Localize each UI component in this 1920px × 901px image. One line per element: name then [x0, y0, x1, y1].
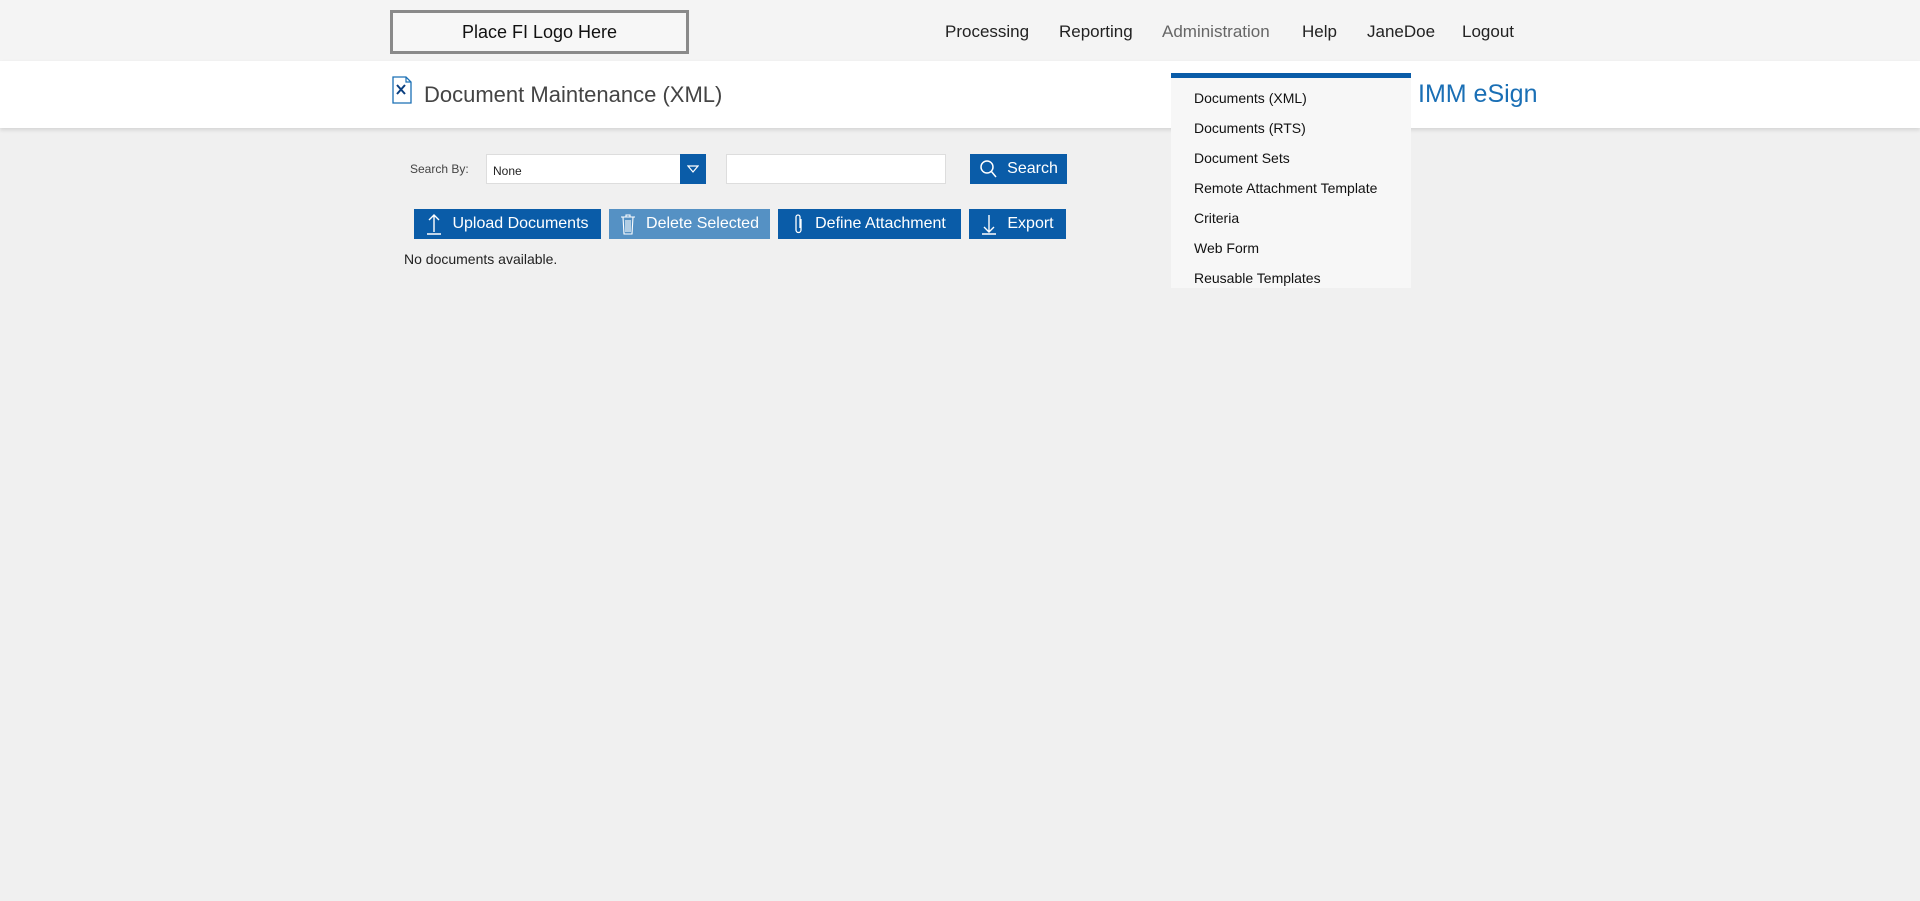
menu-item-documents-xml[interactable]: Documents (XML)	[1194, 90, 1307, 106]
delete-selected-label: Delete Selected	[646, 215, 759, 232]
search-by-select[interactable]: None	[486, 154, 706, 184]
menu-item-remote-attachment-template[interactable]: Remote Attachment Template	[1194, 180, 1378, 196]
upload-documents-label: Upload Documents	[452, 215, 589, 232]
administration-menu: Documents (XML) Documents (RTS) Document…	[1171, 73, 1411, 288]
delete-selected-button[interactable]: Delete Selected	[609, 209, 770, 239]
define-attachment-label: Define Attachment	[815, 215, 946, 232]
paperclip-icon	[795, 214, 802, 234]
document-tools-icon	[392, 76, 412, 104]
top-bar: Place FI Logo Here	[0, 0, 1920, 61]
trash-icon	[621, 214, 636, 235]
empty-state-message: No documents available.	[404, 251, 558, 267]
menu-item-documents-rts[interactable]: Documents (RTS)	[1194, 120, 1306, 136]
define-attachment-button[interactable]: Define Attachment	[778, 209, 961, 239]
nav-processing[interactable]: Processing	[945, 22, 1030, 41]
export-label: Export	[1007, 215, 1054, 232]
upload-documents-button[interactable]: Upload Documents	[414, 209, 601, 239]
search-input[interactable]	[726, 154, 946, 184]
nav-administration[interactable]: Administration	[1162, 22, 1270, 41]
logo-placeholder: Place FI Logo Here	[390, 10, 689, 54]
page-title: Document Maintenance (XML)	[424, 82, 723, 107]
chevron-down-icon[interactable]	[680, 154, 706, 184]
nav-help[interactable]: Help	[1302, 22, 1337, 41]
menu-item-document-sets[interactable]: Document Sets	[1194, 150, 1290, 166]
export-button[interactable]: Export	[969, 209, 1066, 239]
page-header	[0, 61, 1920, 128]
nav-user[interactable]: JaneDoe	[1367, 22, 1436, 41]
nav-reporting[interactable]: Reporting	[1059, 22, 1133, 41]
nav-logout[interactable]: Logout	[1462, 22, 1514, 41]
brand-name: IMM eSign	[1418, 80, 1538, 108]
menu-item-criteria[interactable]: Criteria	[1194, 210, 1240, 226]
search-button[interactable]: Search	[970, 154, 1067, 184]
upload-icon	[427, 214, 442, 235]
search-by-value: None	[493, 164, 522, 178]
search-icon	[980, 160, 997, 178]
search-button-label: Search	[1007, 160, 1058, 177]
menu-item-web-form[interactable]: Web Form	[1194, 240, 1260, 256]
download-icon	[982, 215, 997, 235]
menu-item-reusable-templates[interactable]: Reusable Templates	[1194, 270, 1321, 286]
search-by-label: Search By:	[410, 162, 469, 176]
